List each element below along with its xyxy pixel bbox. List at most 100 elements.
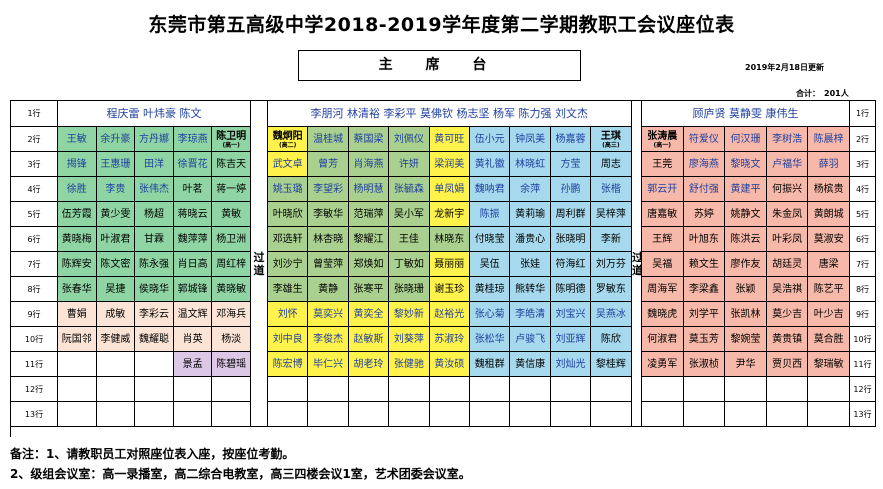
- seat: 刘学平: [683, 302, 726, 327]
- seat: [510, 402, 551, 427]
- seat: 肖日高: [173, 252, 213, 277]
- total-count: 合计： 201人: [792, 88, 849, 99]
- seat: 张毓森: [389, 177, 430, 202]
- seat: [348, 402, 390, 427]
- seat: 魏耀聪: [135, 327, 174, 352]
- seat: [135, 402, 174, 427]
- note-line-1: 备注：1、请教职员工对照座位表入座，按座位考勤。: [10, 447, 295, 461]
- seat: [550, 402, 592, 427]
- row-label: 7行: [850, 252, 876, 277]
- seat-grade: (高三): [602, 142, 620, 149]
- seat: 林晓虹: [510, 152, 551, 177]
- seat: 胡老玲: [348, 352, 390, 377]
- seat: 廖海燕: [683, 152, 726, 177]
- seat: 杨嘉蓉: [550, 127, 592, 152]
- seat: 黎瑞敏: [808, 352, 850, 377]
- seat: 卢福华: [766, 152, 809, 177]
- seat: 张晓明: [550, 227, 592, 252]
- seat: 杨槟贵: [808, 177, 850, 202]
- seat: 莫奕兴: [308, 302, 349, 327]
- row-label: 2行: [11, 127, 58, 152]
- row-label: 5行: [11, 202, 58, 227]
- aisle-label: 过道: [632, 251, 643, 277]
- seat: 付晓莹: [470, 227, 511, 252]
- seat: 周海军: [642, 277, 684, 302]
- seat: 曹娟: [58, 302, 97, 327]
- seat: 唐嘉敏: [642, 202, 684, 227]
- seat: 单凤娟: [429, 177, 470, 202]
- seat: 刘怀: [268, 302, 309, 327]
- seat: 曾莹萍: [308, 252, 349, 277]
- seat: 张晓珊: [389, 277, 430, 302]
- row-label: 3行: [11, 152, 58, 177]
- seat: 陈洪云: [725, 227, 767, 252]
- seat: 伍芳霞: [58, 202, 97, 227]
- seat: 何淑君: [642, 327, 684, 352]
- seat: 符爱仪: [683, 127, 726, 152]
- seat: 罗敏东: [591, 277, 632, 302]
- seat: [348, 377, 390, 402]
- seat: [683, 402, 726, 427]
- seat: 徐晋花: [173, 152, 213, 177]
- seat: 梁润美: [429, 152, 470, 177]
- seat: 叶晓欣: [268, 202, 309, 227]
- seat: 陈晨梓: [808, 127, 850, 152]
- seat: 李健威: [96, 327, 136, 352]
- seat: 曾芳: [308, 152, 349, 177]
- seat: 姚静文: [725, 202, 767, 227]
- seat: 潘贵心: [510, 227, 551, 252]
- seat: [808, 377, 850, 402]
- seat: 吴伍: [470, 252, 511, 277]
- seat: [510, 377, 551, 402]
- seat: 魏萍萍: [173, 227, 213, 252]
- seat: 王佳: [389, 227, 430, 252]
- seat: 毕仁兴: [308, 352, 349, 377]
- seat: 聂丽丽: [429, 252, 470, 277]
- seat: [58, 402, 97, 427]
- seat: 张娃: [510, 252, 551, 277]
- seat: 方丹娜: [135, 127, 174, 152]
- seat: [429, 377, 470, 402]
- seat: [135, 377, 174, 402]
- leadership-row-right: 顾庐贤 莫静雯 康伟生: [642, 101, 850, 127]
- seat: 熊转华: [510, 277, 551, 302]
- seat: 刘宝兴: [550, 302, 592, 327]
- seat: 黄少雯: [96, 202, 136, 227]
- seat-name: 魏炯阳: [272, 131, 303, 142]
- seat: 林晓东: [429, 227, 470, 252]
- seat: 肖海燕: [348, 152, 390, 177]
- seat: 余升豪: [96, 127, 136, 152]
- seat: [470, 402, 511, 427]
- seat: 苏婷: [683, 202, 726, 227]
- seat: 何振兴: [766, 177, 809, 202]
- seat: 李敏华: [308, 202, 349, 227]
- seat: 黄汝硕: [429, 352, 470, 377]
- seat: 刘万芬: [591, 252, 632, 277]
- row-label: 10行: [11, 327, 58, 352]
- seat: 张涛晨 (高一): [642, 127, 684, 152]
- seat: 叶彩凤: [766, 227, 809, 252]
- seat: 黄静: [308, 277, 349, 302]
- seat: 田洋: [135, 152, 174, 177]
- aisle-label: 过道: [253, 251, 265, 277]
- seat: 陈明德: [550, 277, 592, 302]
- seating-grid: 1行 1行 2行 2行 3行 3行 4行 4行 5行 5行 6行 6行 7行 7行 8行 8行 9行 9行 10行 1…: [10, 100, 876, 437]
- seat: 甘霖: [135, 227, 174, 252]
- row-label: 2行: [850, 127, 876, 152]
- seat: 黎妙新: [389, 302, 430, 327]
- row-label: 8行: [850, 277, 876, 302]
- seat: 黎耀江: [348, 227, 390, 252]
- seat: [389, 377, 430, 402]
- seat-grade: (高一): [653, 142, 672, 149]
- seat: 蔡国梁: [348, 127, 390, 152]
- seat-grade: (高二): [278, 142, 297, 149]
- seat: [550, 377, 592, 402]
- seat: 武文卓: [268, 152, 309, 177]
- seat: 舒付强: [683, 177, 726, 202]
- total-label: 合计：: [796, 89, 820, 98]
- seat: 叶少吉: [808, 302, 850, 327]
- seat: 侯晓华: [135, 277, 174, 302]
- seat: 温文辉: [173, 302, 213, 327]
- seat: 景孟: [173, 352, 213, 377]
- seat: 李彩云: [135, 302, 174, 327]
